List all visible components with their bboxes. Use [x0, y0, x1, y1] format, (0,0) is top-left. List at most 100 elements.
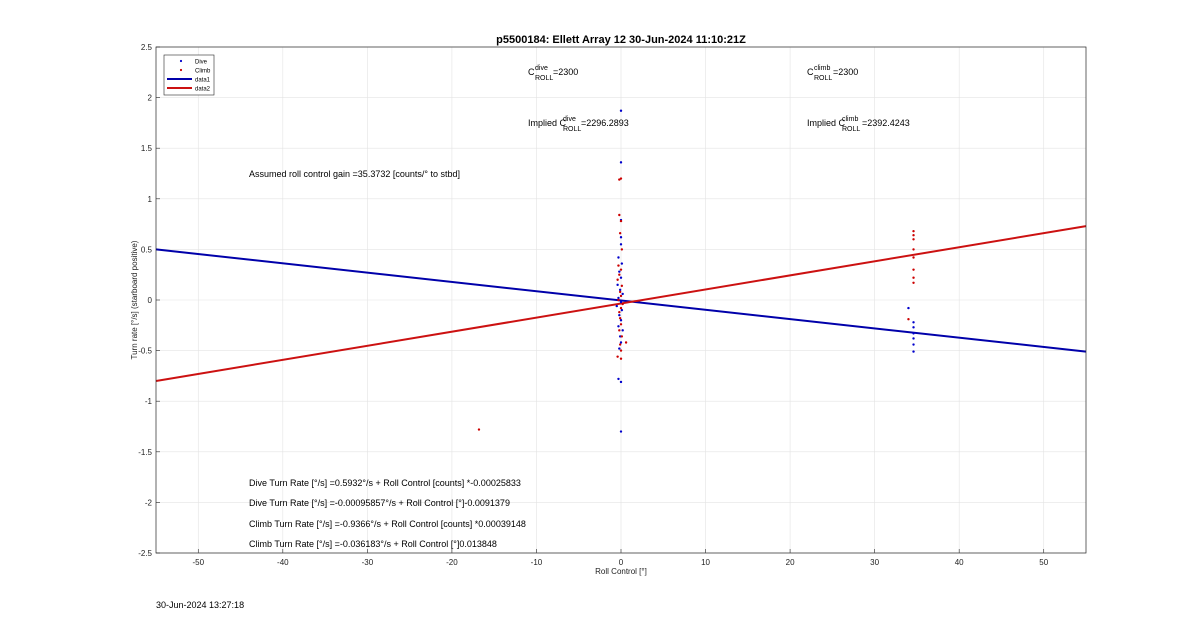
implied-climb-annotation: Implied C climb ROLL =2392.4243 [807, 116, 910, 133]
implied-dive-sub: ROLL [563, 126, 581, 133]
dive-point [912, 332, 915, 335]
dive-point [618, 270, 621, 273]
dive-point [619, 319, 623, 322]
dive-point [912, 321, 915, 324]
legend-climb-label: Climb [195, 69, 211, 75]
data-points [477, 109, 915, 433]
dive-point [617, 377, 620, 381]
implied-dive-annotation: Implied C dive ROLL =2296.2893 [528, 116, 629, 133]
dive-point [912, 343, 915, 346]
dive-point [619, 300, 623, 304]
climb-point [912, 268, 915, 271]
x-tick-label: -30 [362, 558, 374, 567]
climb-point [616, 278, 619, 281]
y-tick-label: 1 [148, 195, 153, 204]
climb-point [912, 281, 915, 284]
y-tick-label: -2 [145, 498, 153, 507]
dive-point [912, 326, 915, 329]
climb-point [624, 341, 628, 344]
climb-point [617, 298, 620, 302]
climb-point [618, 273, 621, 276]
dive-point [620, 262, 624, 265]
climb-point [618, 343, 622, 346]
c-climb-annotation: C climb ROLL =2300 [807, 65, 858, 82]
c-climb-value: =2300 [833, 67, 858, 77]
legend-climb-marker [179, 68, 183, 72]
climb-point [618, 178, 621, 181]
implied-climb-prefix: Implied C [807, 118, 846, 128]
climb-point [616, 355, 619, 358]
dive-point [615, 304, 618, 308]
x-tick-label: -40 [277, 558, 289, 567]
climb-point [912, 238, 915, 241]
climb-point [912, 276, 915, 279]
climb-point [618, 310, 621, 314]
x-tick-label: -10 [531, 558, 543, 567]
climb-point [618, 232, 622, 235]
climb-point [907, 318, 910, 321]
dive-point [616, 283, 619, 287]
climb-point [618, 290, 622, 294]
plot-area: -50 -40 -30 -20 -10 0 10 20 30 40 50 2.5 2 1.5 1 0.5 0 -0… [138, 43, 1087, 567]
climb-point [621, 302, 624, 306]
x-tick-label: -20 [446, 558, 458, 567]
fit-lines [155, 225, 1087, 382]
series-line-data1 [155, 248, 1087, 353]
climb-point [912, 256, 915, 259]
climb-point [620, 284, 624, 288]
climb-point [619, 349, 623, 352]
dive-point [619, 341, 623, 344]
plot-frame [155, 46, 1087, 554]
climb-point [912, 229, 915, 233]
dive-point [621, 292, 624, 296]
climb-point [617, 264, 620, 267]
legend-dive-label: Dive [195, 60, 208, 66]
implied-dive-sup: dive [563, 116, 576, 123]
fit-line-3: Climb Turn Rate [°/s] =-0.9366°/s + Roll… [249, 519, 526, 529]
legend: Dive Climb data1 data2 [163, 54, 215, 96]
climb-point [619, 294, 623, 298]
fit-line-1: Dive Turn Rate [°/s] =0.5932°/s + Roll C… [249, 478, 521, 488]
x-axis-label: Roll Control [°] [595, 567, 647, 576]
climb-point [620, 248, 624, 251]
climb-point [619, 323, 623, 326]
climb-point [912, 234, 915, 237]
climb-point [619, 219, 623, 223]
implied-climb-sub: ROLL [842, 126, 860, 133]
dive-point [619, 430, 623, 433]
fit-line-4: Climb Turn Rate [°/s] =-0.036183°/s + Ro… [249, 539, 497, 549]
climb-point [620, 335, 624, 338]
legend-data1-label: data1 [195, 78, 211, 84]
x-tick-label: 10 [701, 558, 710, 567]
c-climb-sup: climb [814, 65, 830, 72]
y-tick-label: 2 [148, 94, 153, 103]
implied-climb-value: =2392.4243 [862, 118, 910, 128]
chart-title: p5500184: Ellett Array 12 30-Jun-2024 11… [496, 34, 746, 46]
climb-point [618, 317, 622, 320]
dive-point [617, 296, 620, 300]
dive-point [618, 347, 621, 350]
y-tick-label: 2.5 [141, 43, 153, 52]
y-tick-label: 1.5 [141, 144, 153, 153]
y-tick-label: -1 [145, 397, 153, 406]
x-tick-label: 40 [955, 558, 964, 567]
dive-point [619, 236, 623, 239]
legend-dive-marker [179, 59, 183, 63]
dive-point [912, 337, 915, 340]
x-tick-label: 0 [619, 558, 624, 567]
dive-point [619, 243, 623, 246]
climb-point [619, 357, 623, 360]
x-tick-label: 50 [1039, 558, 1048, 567]
y-tick-label: 0.5 [141, 245, 153, 254]
c-dive-sub: ROLL [535, 75, 553, 82]
climb-point [618, 329, 621, 332]
c-dive-base: C [528, 67, 535, 77]
dive-point [620, 308, 624, 312]
dive-point [619, 380, 623, 384]
climb-point [619, 268, 623, 271]
x-tick-label: 30 [870, 558, 879, 567]
c-climb-base: C [807, 67, 814, 77]
x-tick-label: -50 [192, 558, 204, 567]
implied-dive-prefix: Implied C [528, 118, 567, 128]
